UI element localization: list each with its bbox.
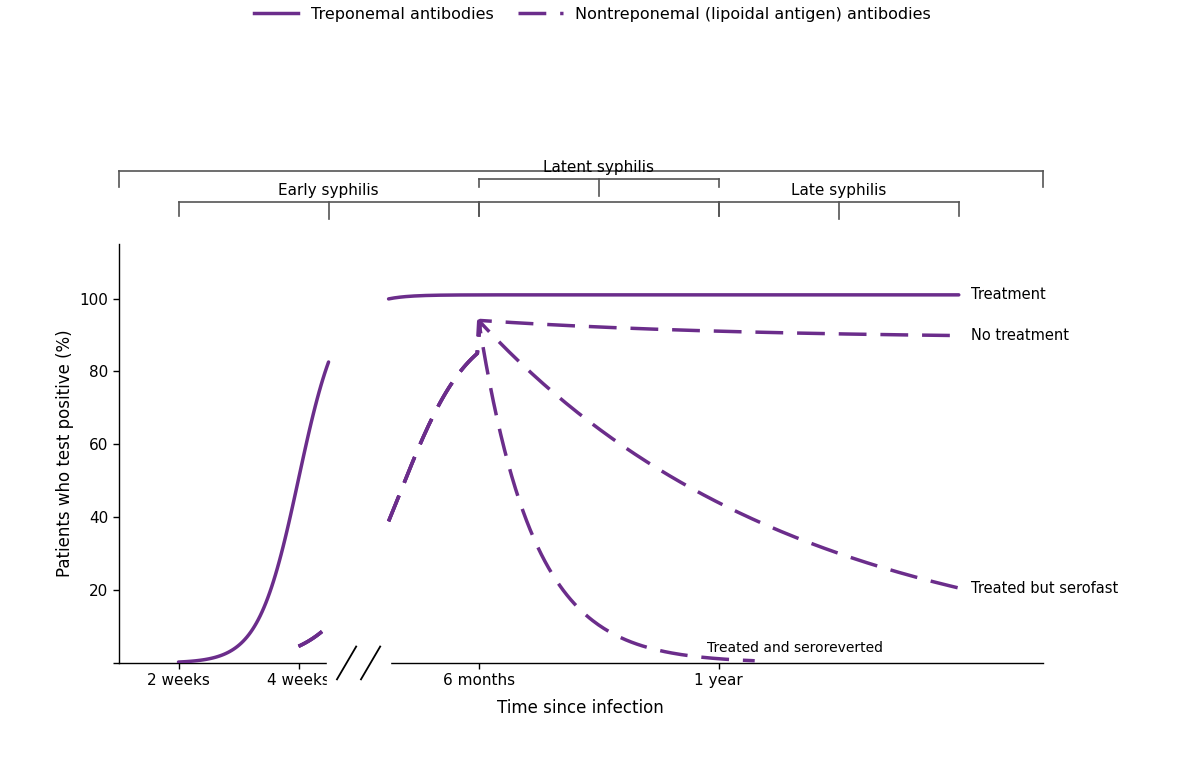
Legend: Treponemal antibodies, Nontreponemal (lipoidal antigen) antibodies: Treponemal antibodies, Nontreponemal (li… xyxy=(248,0,937,28)
Text: Latent syphilis: Latent syphilis xyxy=(543,160,654,175)
Y-axis label: Patients who test positive (%): Patients who test positive (%) xyxy=(56,330,73,577)
Text: No treatment: No treatment xyxy=(971,328,1069,343)
X-axis label: Time since infection: Time since infection xyxy=(498,700,664,718)
Text: Late syphilis: Late syphilis xyxy=(792,183,886,198)
Bar xyxy=(327,659,390,692)
Text: Early syphilis: Early syphilis xyxy=(278,183,379,198)
Text: Treatment: Treatment xyxy=(971,287,1045,303)
Text: Treated and seroreverted: Treated and seroreverted xyxy=(706,641,883,655)
Text: Treated but serofast: Treated but serofast xyxy=(971,581,1117,596)
